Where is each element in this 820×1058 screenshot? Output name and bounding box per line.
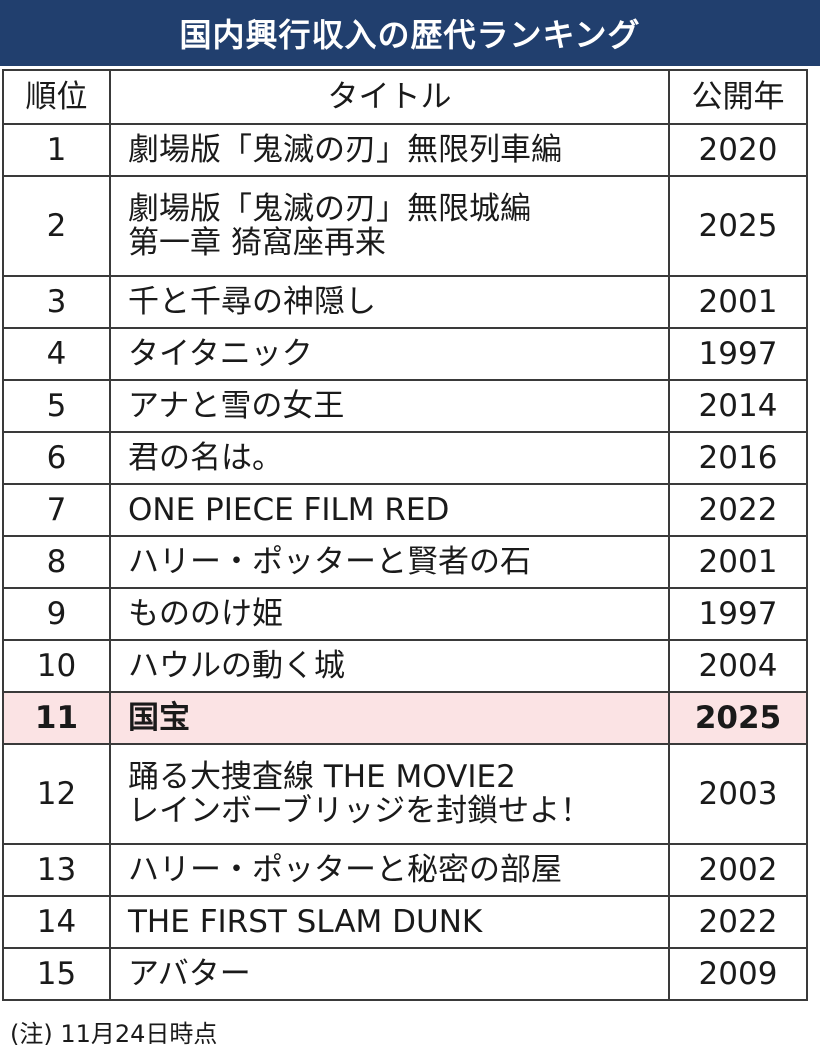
year-cell: 2004 — [668, 639, 808, 693]
table-row: 6 君の名は。 2016 — [2, 431, 808, 485]
table-header-row: 順位 タイトル 公開年 — [2, 69, 808, 125]
year-cell: 2014 — [668, 379, 808, 433]
year-cell: 2001 — [668, 535, 808, 589]
year-cell: 1997 — [668, 587, 808, 641]
title-cell: アバター — [109, 947, 670, 1001]
table-row: 9 もののけ姫 1997 — [2, 587, 808, 641]
table-row: 8 ハリー・ポッターと賢者の石 2001 — [2, 535, 808, 589]
rank-cell: 11 — [2, 691, 111, 745]
title-cell: タイタニック — [109, 327, 670, 381]
rank-cell: 2 — [2, 175, 111, 277]
rank-cell: 14 — [2, 895, 111, 949]
title-cell: 君の名は。 — [109, 431, 670, 485]
table-row: 10 ハウルの動く城 2004 — [2, 639, 808, 693]
year-cell: 2022 — [668, 483, 808, 537]
year-cell: 2016 — [668, 431, 808, 485]
year-cell: 2009 — [668, 947, 808, 1001]
rank-cell: 13 — [2, 843, 111, 897]
title-cell: THE FIRST SLAM DUNK — [109, 895, 670, 949]
table-row: 12 踊る大捜査線 THE MOVIE2 レインボーブリッジを封鎖せよ！ 200… — [2, 743, 808, 845]
ranking-table: 順位 タイトル 公開年 1 劇場版「鬼滅の刃」無限列車編 2020 2 劇場版「… — [2, 69, 808, 1001]
title-cell: ONE PIECE FILM RED — [109, 483, 670, 537]
year-cell: 1997 — [668, 327, 808, 381]
table-row: 7 ONE PIECE FILM RED 2022 — [2, 483, 808, 537]
title-bar: 国内興行収入の歴代ランキング — [0, 0, 820, 66]
table-row: 2 劇場版「鬼滅の刃」無限城編 第一章 猗窩座再来 2025 — [2, 175, 808, 277]
rank-cell: 7 — [2, 483, 111, 537]
page-title: 国内興行収入の歴代ランキング — [179, 16, 641, 54]
title-cell: ハリー・ポッターと秘密の部屋 — [109, 843, 670, 897]
title-cell: 踊る大捜査線 THE MOVIE2 レインボーブリッジを封鎖せよ！ — [109, 743, 670, 845]
rank-cell: 6 — [2, 431, 111, 485]
title-cell: ハウルの動く城 — [109, 639, 670, 693]
footnote: (注) 11月24日時点 — [10, 1020, 218, 1048]
title-cell: 劇場版「鬼滅の刃」無限列車編 — [109, 123, 670, 177]
year-cell: 2025 — [668, 691, 808, 745]
title-cell: もののけ姫 — [109, 587, 670, 641]
rank-cell: 3 — [2, 275, 111, 329]
table-row: 14 THE FIRST SLAM DUNK 2022 — [2, 895, 808, 949]
highlighted-table-row: 11 国宝 2025 — [2, 691, 808, 745]
rank-cell: 15 — [2, 947, 111, 1001]
year-cell: 2003 — [668, 743, 808, 845]
rank-cell: 8 — [2, 535, 111, 589]
title-cell: アナと雪の女王 — [109, 379, 670, 433]
year-cell: 2025 — [668, 175, 808, 277]
rank-cell: 5 — [2, 379, 111, 433]
rank-cell: 1 — [2, 123, 111, 177]
year-cell: 2020 — [668, 123, 808, 177]
rank-cell: 9 — [2, 587, 111, 641]
column-header-rank: 順位 — [2, 69, 111, 125]
rank-cell: 4 — [2, 327, 111, 381]
table-row: 3 千と千尋の神隠し 2001 — [2, 275, 808, 329]
column-header-year: 公開年 — [668, 69, 808, 125]
rank-cell: 12 — [2, 743, 111, 845]
table-row: 5 アナと雪の女王 2014 — [2, 379, 808, 433]
title-cell: 劇場版「鬼滅の刃」無限城編 第一章 猗窩座再来 — [109, 175, 670, 277]
title-cell: 国宝 — [109, 691, 670, 745]
year-cell: 2022 — [668, 895, 808, 949]
title-cell: 千と千尋の神隠し — [109, 275, 670, 329]
year-cell: 2002 — [668, 843, 808, 897]
table-row: 15 アバター 2009 — [2, 947, 808, 1001]
table-row: 4 タイタニック 1997 — [2, 327, 808, 381]
title-cell: ハリー・ポッターと賢者の石 — [109, 535, 670, 589]
table-row: 1 劇場版「鬼滅の刃」無限列車編 2020 — [2, 123, 808, 177]
rank-cell: 10 — [2, 639, 111, 693]
year-cell: 2001 — [668, 275, 808, 329]
column-header-title: タイトル — [109, 69, 670, 125]
table-row: 13 ハリー・ポッターと秘密の部屋 2002 — [2, 843, 808, 897]
